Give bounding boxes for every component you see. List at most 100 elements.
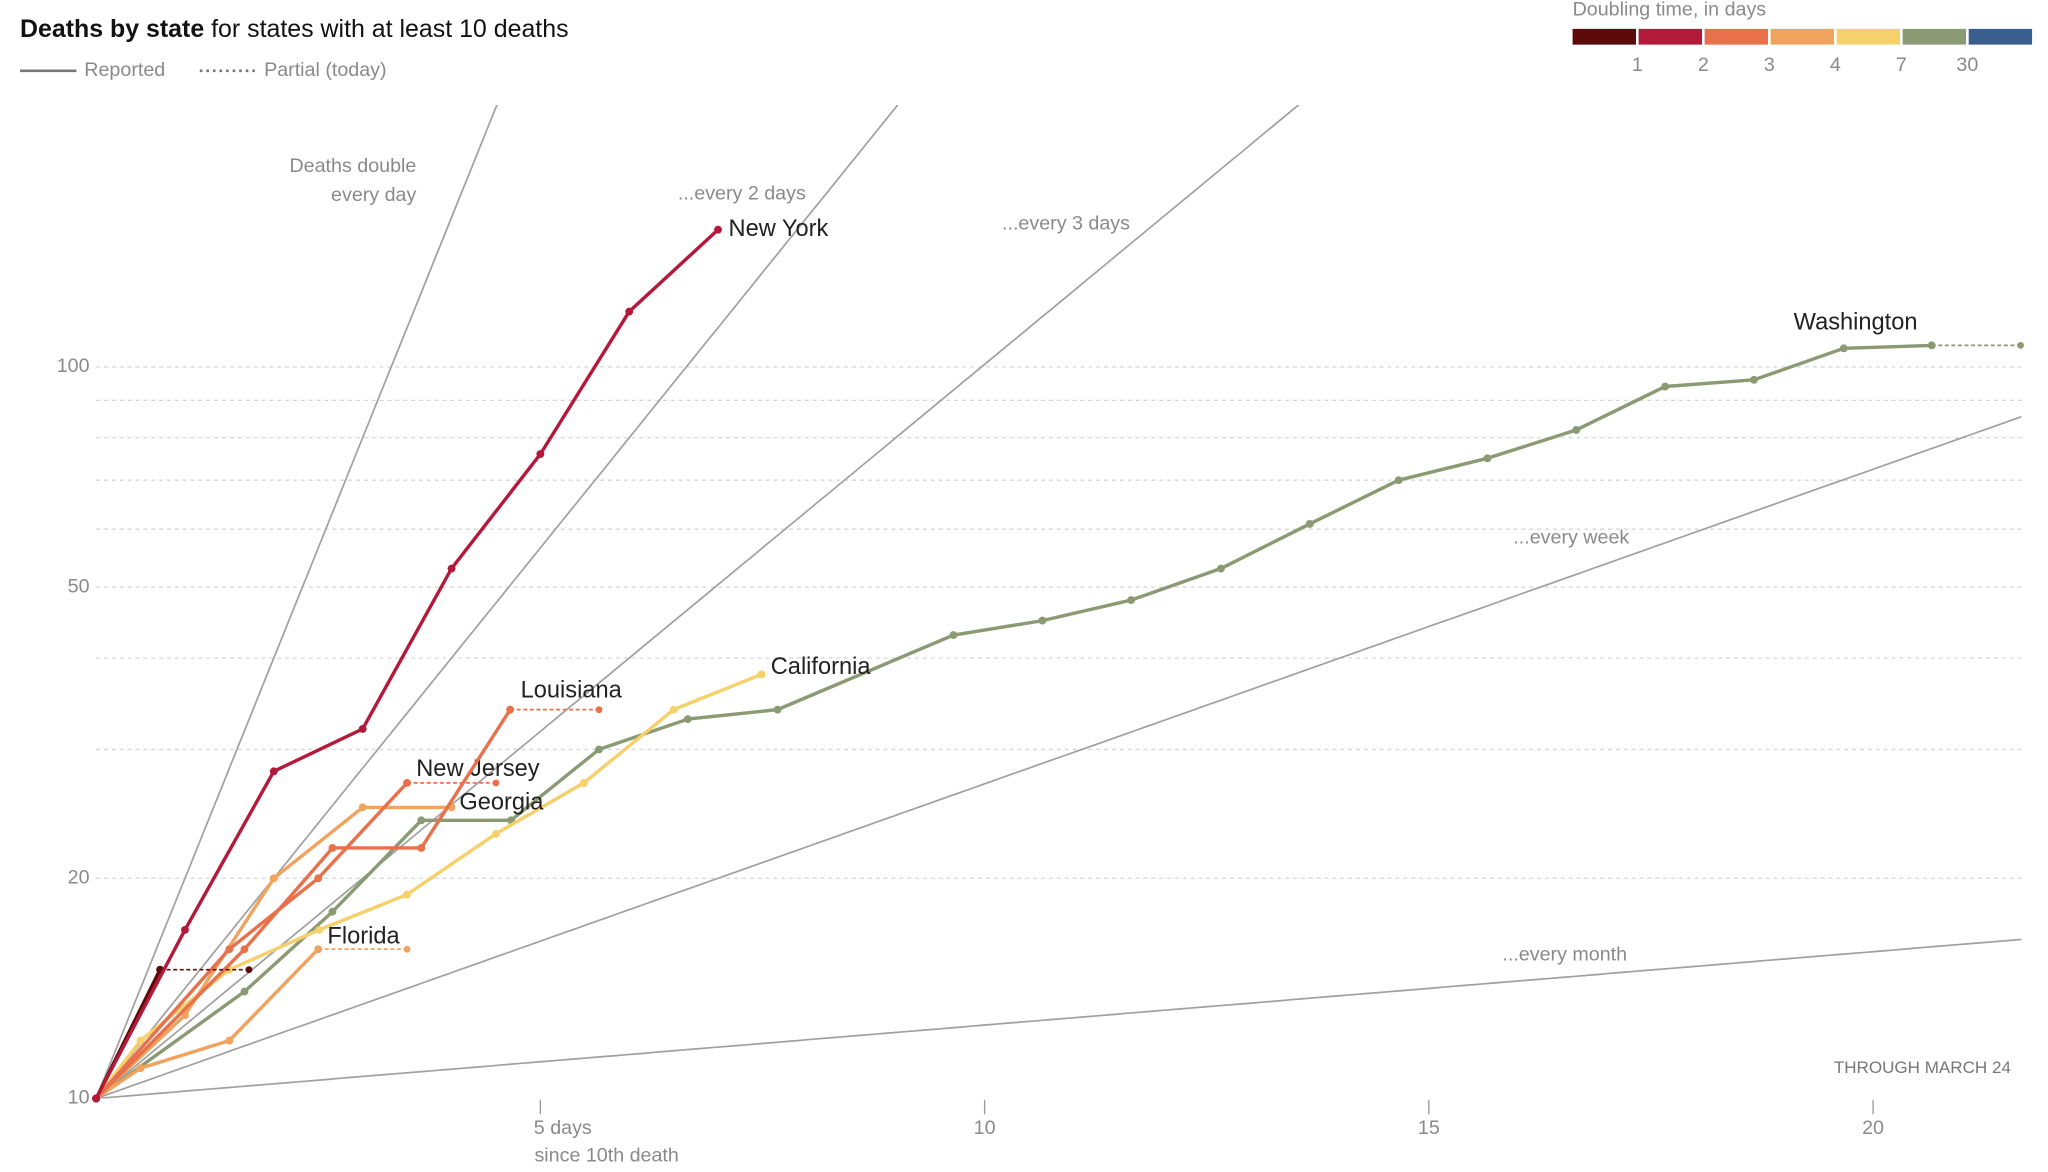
legend-reported: Reported (84, 59, 165, 81)
partial-point (245, 966, 253, 974)
reference-line (96, 415, 2022, 1099)
doubling-swatch (1572, 28, 1636, 45)
data-point (625, 307, 634, 316)
data-point (1127, 596, 1136, 605)
partial-point (2017, 341, 2024, 349)
series-label: Washington (1794, 309, 1918, 335)
data-point (269, 767, 278, 776)
data-point (328, 907, 337, 916)
reference-label: ...every 2 days (678, 182, 806, 204)
y-tick-label: 100 (57, 355, 90, 377)
x-tick-label: 5 days (534, 1117, 592, 1139)
x-tick-label: 10 (974, 1117, 996, 1139)
reference-line (96, 104, 1300, 1099)
chart-title-line: Deaths by state for states with at least… (20, 15, 569, 43)
data-point (315, 925, 324, 934)
data-point (136, 1064, 145, 1073)
data-point (757, 670, 766, 679)
data-point (773, 705, 782, 714)
data-point (136, 1036, 145, 1045)
data-point (225, 945, 234, 954)
data-point (1483, 454, 1492, 463)
series-label: New York (729, 216, 829, 242)
data-point (403, 890, 412, 899)
data-point (417, 816, 426, 825)
series-label: California (771, 654, 872, 680)
data-point (1750, 375, 1758, 384)
series-label: Florida (327, 924, 400, 950)
note: THROUGH MARCH 24 (1834, 1058, 2011, 1077)
y-tick-label: 10 (68, 1087, 90, 1109)
chart-subtitle: for states with at least 10 deaths (211, 15, 568, 43)
data-point (1216, 564, 1225, 573)
data-point (506, 705, 515, 714)
data-point (595, 745, 603, 754)
chart-title: Deaths by state (20, 15, 204, 43)
doubling-tick: 30 (1956, 54, 1978, 76)
reference-label: Deaths double (289, 155, 416, 177)
data-point (1394, 476, 1403, 485)
doubling-swatch (1638, 28, 1703, 45)
series-line (94, 672, 763, 1100)
doubling-tick: 3 (1764, 54, 1775, 76)
doubling-swatch (1968, 28, 2033, 45)
data-point (403, 778, 412, 787)
data-point (240, 945, 249, 954)
data-point (1572, 425, 1581, 434)
data-point (181, 925, 189, 934)
data-point (358, 724, 367, 733)
series-label: Louisiana (521, 678, 623, 704)
partial-point (403, 945, 411, 953)
doubling-swatch (1902, 28, 1967, 45)
series-label: Georgia (459, 790, 544, 816)
x-tick-label: 20 (1862, 1117, 1884, 1139)
doubling-swatch (1836, 28, 1901, 45)
reference-label: ...every 3 days (1002, 213, 1130, 235)
doubling-title: Doubling time, in days (1573, 0, 1767, 21)
reference-label: every day (331, 184, 416, 206)
doubling-tick: 4 (1830, 54, 1841, 76)
data-point (1839, 344, 1848, 353)
data-point (314, 874, 323, 883)
reference-line (96, 104, 899, 1099)
data-point (949, 631, 958, 639)
data-point (240, 987, 249, 996)
reference-label: ...every week (1513, 526, 1629, 548)
x-axis-label: since 10th death (534, 1144, 678, 1166)
data-point (491, 829, 500, 838)
y-tick-label: 20 (68, 866, 90, 888)
series-line (95, 947, 320, 1100)
reference-label: ...every month (1502, 944, 1627, 966)
doubling-tick: 7 (1896, 54, 1907, 76)
y-tick-label: 50 (68, 575, 90, 597)
series-line (94, 228, 720, 1100)
data-point (225, 1036, 234, 1045)
data-point (1305, 519, 1314, 528)
x-tick-label: 15 (1418, 1117, 1440, 1139)
doubling-tick: 2 (1698, 54, 1709, 76)
data-point (269, 874, 278, 883)
doubling-swatch (1770, 28, 1835, 45)
data-point (536, 450, 545, 459)
data-point (714, 225, 722, 234)
data-point (92, 1094, 101, 1103)
reference-line (96, 104, 498, 1099)
data-point (328, 844, 337, 852)
reference-line (96, 938, 2022, 1099)
data-point (314, 945, 323, 954)
legend-partial: Partial (today) (264, 59, 386, 81)
data-point (1661, 382, 1670, 391)
data-point (417, 844, 426, 852)
data-point (579, 778, 588, 787)
doubling-tick: 1 (1632, 54, 1643, 76)
data-point (1927, 341, 1936, 350)
data-point (447, 564, 456, 573)
partial-point (595, 706, 603, 714)
series-line (95, 343, 1932, 1100)
data-point (1038, 616, 1047, 625)
data-point (683, 715, 692, 724)
doubling-swatch (1704, 28, 1769, 45)
data-point (669, 705, 678, 714)
